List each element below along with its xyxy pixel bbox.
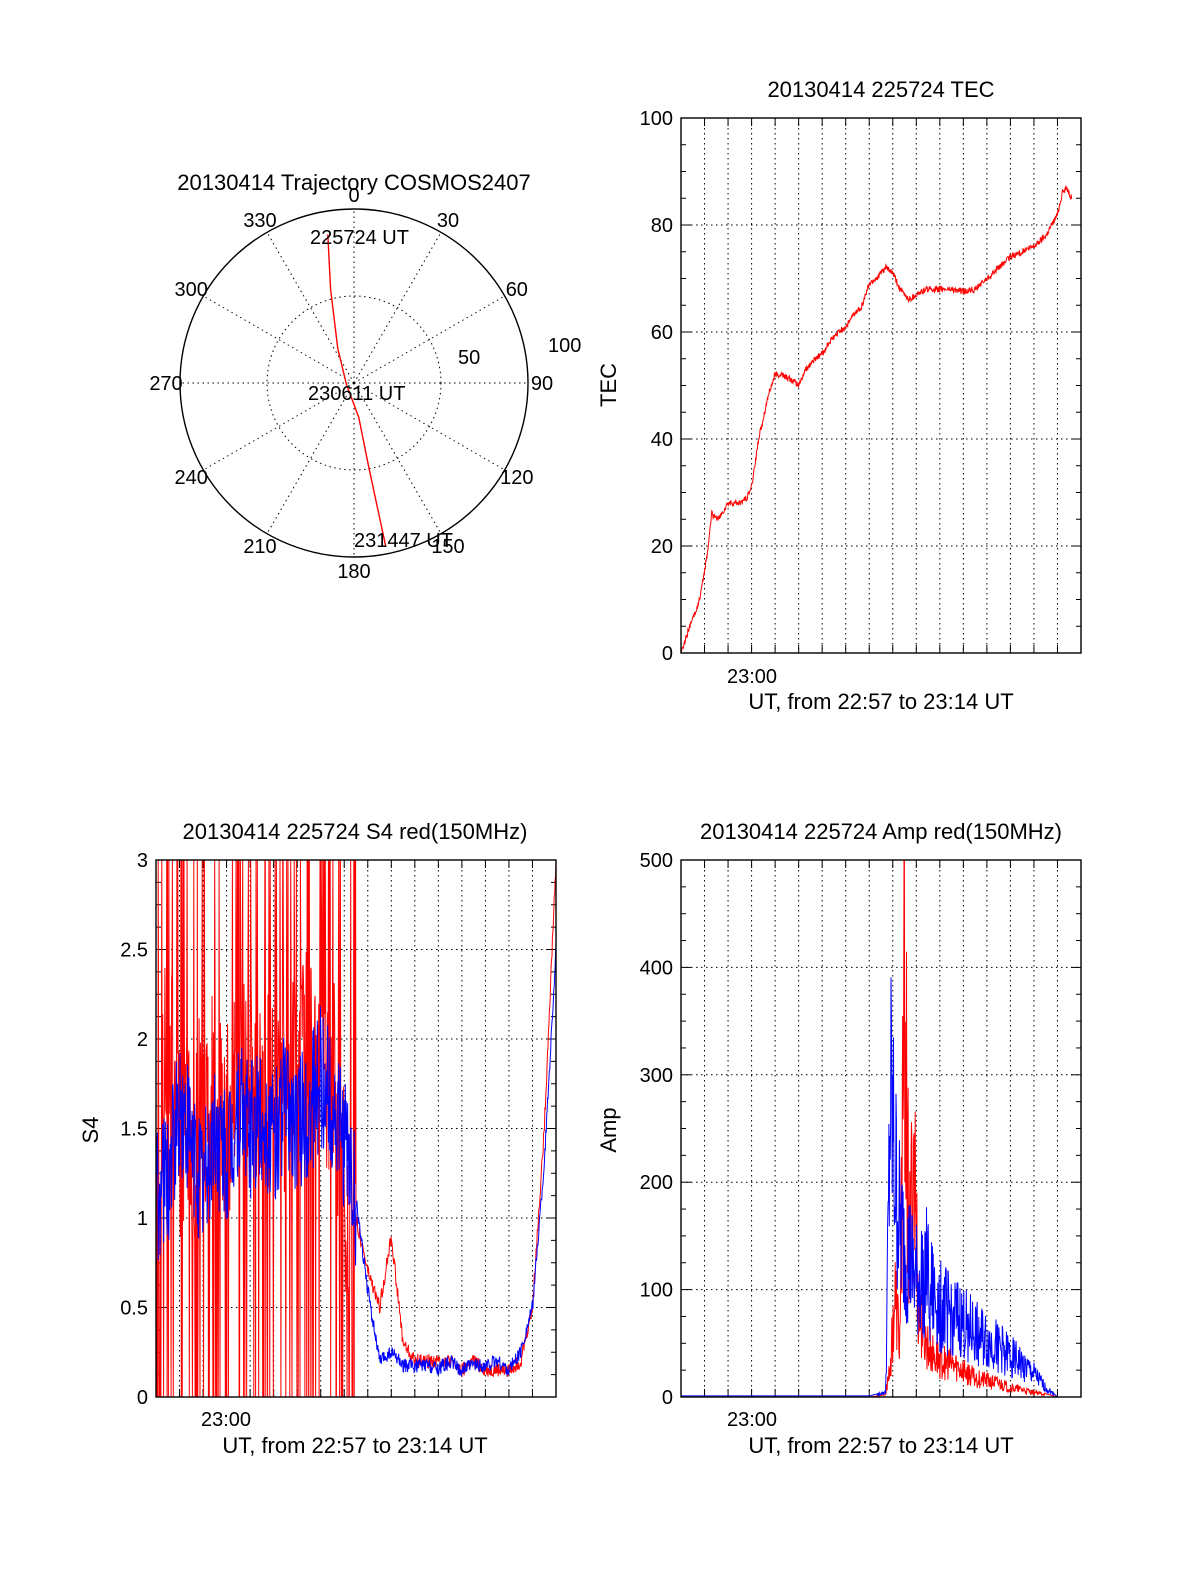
polar-azimuth-label: 330 xyxy=(243,210,276,232)
tec-y-tick-label: 60 xyxy=(651,322,673,344)
polar-azimuth-labels: 0 30 60 90 120 150 180 210 240 270 300 330 xyxy=(149,185,553,583)
polar-azimuth-label: 0 xyxy=(348,185,359,207)
tec-y-tick-label: 0 xyxy=(662,643,673,665)
polar-spoke xyxy=(353,382,442,534)
tec-y-axis-label: TEC xyxy=(596,363,621,407)
amp-y-tick-label: 200 xyxy=(640,1172,673,1194)
polar-azimuth-label: 90 xyxy=(531,373,553,395)
tec-lines xyxy=(680,185,1073,654)
amp-plot-frame xyxy=(680,859,1082,1398)
polar-azimuth-label: 300 xyxy=(174,279,207,301)
amp-series-blue xyxy=(681,977,1058,1398)
s4-y-tick-label: 2 xyxy=(137,1029,148,1051)
tec-x-tick-label: 23:00 xyxy=(727,666,777,688)
polar-spoke xyxy=(266,382,355,534)
amp-grid xyxy=(681,859,1081,1398)
polar-azimuth-label: 240 xyxy=(174,467,207,489)
polar-mid-label: 230611 UT xyxy=(308,383,405,405)
polar-trajectory-line xyxy=(327,234,387,547)
tec-series-red xyxy=(680,185,1073,654)
polar-azimuth-label: 30 xyxy=(437,210,459,232)
s4-series-blue xyxy=(155,946,557,1377)
tec-x-axis-label: UT, from 22:57 to 23:14 UT xyxy=(748,689,1013,714)
s4-y-tick-labels: 0 0.5 1 1.5 2 2.5 3 xyxy=(120,850,148,1409)
amp-y-tick-label: 400 xyxy=(640,957,673,979)
s4-x-axis-label: UT, from 22:57 to 23:14 UT xyxy=(222,1433,487,1458)
polar-spoke xyxy=(353,232,442,384)
polar-inner-circle xyxy=(266,295,442,471)
tec-title: 20130414 225724 TEC xyxy=(767,77,994,102)
amp-y-tick-label: 500 xyxy=(640,850,673,872)
s4-y-tick-label: 0 xyxy=(137,1387,148,1409)
tec-grid xyxy=(681,117,1081,654)
polar-title: 20130414 Trajectory COSMOS2407 xyxy=(177,170,530,195)
s4-y-tick-label: 0.5 xyxy=(120,1298,148,1320)
s4-y-tick-label: 3 xyxy=(137,850,148,872)
s4-title: 20130414 225724 S4 red(150MHz) xyxy=(183,819,528,844)
polar-panel: 20130414 Trajectory COSMOS2407 0 30 60 90 12… xyxy=(149,170,581,583)
polar-azimuth-label: 150 xyxy=(431,536,464,558)
amp-y-tick-label: 300 xyxy=(640,1065,673,1087)
tec-plot-frame xyxy=(680,117,1082,654)
tec-y-tick-label: 40 xyxy=(651,429,673,451)
s4-x-tick-label: 23:00 xyxy=(201,1409,251,1431)
amp-x-axis-label: UT, from 22:57 to 23:14 UT xyxy=(748,1433,1013,1458)
s4-y-axis-label: S4 xyxy=(78,1117,103,1144)
s4-lines xyxy=(155,859,557,1398)
polar-start-label: 225724 UT xyxy=(310,227,409,249)
amp-y-tick-label: 0 xyxy=(662,1387,673,1409)
s4-y-tick-label: 1 xyxy=(137,1208,148,1230)
s4-y-tick-label: 1.5 xyxy=(120,1119,148,1141)
polar-spokes xyxy=(180,209,528,557)
amp-title: 20130414 225724 Amp red(150MHz) xyxy=(700,819,1062,844)
tec-y-tick-labels: 0 20 40 60 80 100 xyxy=(640,108,673,665)
s4-panel: 20130414 225724 S4 red(150MHz) 0 0.5 1 1.5 2… xyxy=(78,819,557,1458)
polar-azimuth-label: 120 xyxy=(500,467,533,489)
polar-spoke xyxy=(266,232,355,384)
amp-y-tick-labels: 0 100 200 300 400 500 xyxy=(640,850,673,1409)
tec-y-tick-label: 100 xyxy=(640,108,673,130)
amp-y-axis-label: Amp xyxy=(596,1107,621,1152)
amp-y-tick-label: 100 xyxy=(640,1280,673,1302)
amp-panel: 20130414 225724 Amp red(150MHz) 0 100 200 3… xyxy=(596,819,1082,1458)
polar-azimuth-label: 270 xyxy=(149,373,182,395)
polar-outer-circle xyxy=(179,208,529,558)
polar-radius-label-50: 50 xyxy=(458,347,480,369)
polar-end-label: 231447 UT xyxy=(354,530,453,552)
s4-plot-frame xyxy=(155,859,557,1398)
s4-y-tick-label: 2.5 xyxy=(120,940,148,962)
polar-azimuth-label: 210 xyxy=(243,536,276,558)
polar-spoke xyxy=(203,295,355,384)
polar-radius-label-100: 100 xyxy=(548,335,581,357)
polar-spoke xyxy=(203,382,355,471)
polar-azimuth-label: 60 xyxy=(506,279,528,301)
tec-y-tick-label: 20 xyxy=(651,536,673,558)
polar-spoke xyxy=(353,295,505,384)
tec-panel: 20130414 225724 TEC 0 20 40 60 80 100 TEC 23:… xyxy=(596,77,1082,714)
tec-y-tick-label: 80 xyxy=(651,215,673,237)
polar-spoke xyxy=(353,382,505,471)
amp-x-tick-label: 23:00 xyxy=(727,1409,777,1431)
polar-azimuth-label: 180 xyxy=(337,561,370,583)
